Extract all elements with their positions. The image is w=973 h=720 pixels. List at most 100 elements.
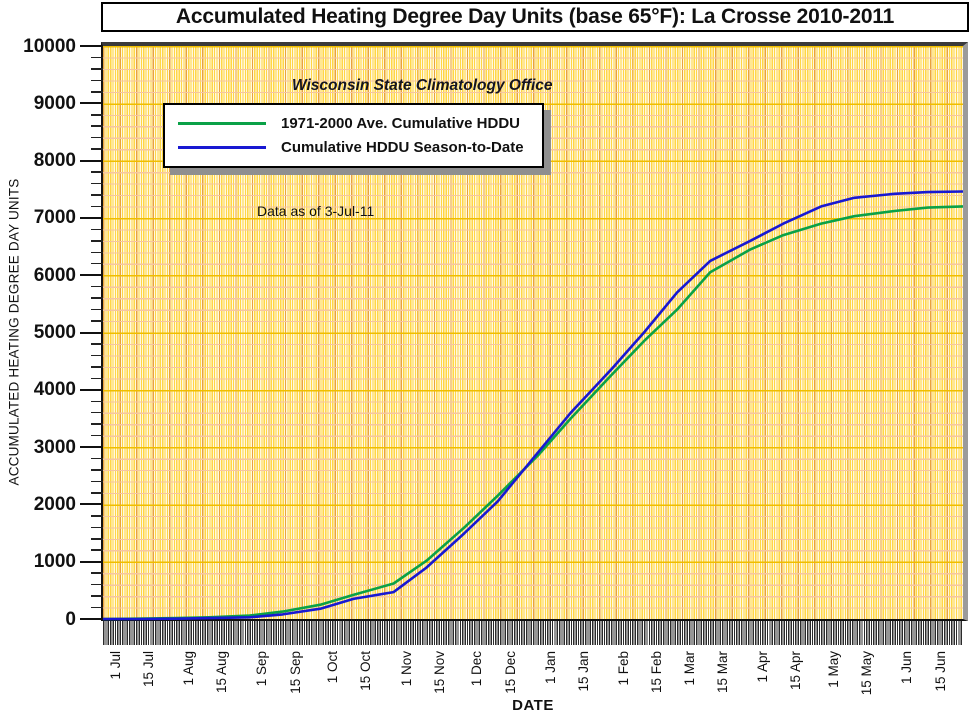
- y-minor-tick: [91, 606, 103, 609]
- x-tick-label: 1 Jun: [899, 651, 915, 685]
- y-tick-label: 10000: [23, 35, 76, 57]
- y-minor-tick: [91, 400, 103, 402]
- y-minor-tick: [91, 285, 103, 288]
- x-tick-label: 15 Jan: [575, 651, 591, 692]
- x-tick-label: 15 Jul: [141, 651, 157, 688]
- y-minor-tick: [91, 572, 103, 574]
- x-tick-label: 15 Mar: [715, 651, 731, 694]
- y-axis-ticks: [80, 45, 103, 621]
- y-axis-title: ACCUMULATED HEATING DEGREE DAY UNITS: [6, 178, 22, 486]
- x-tick-label: 1 Jan: [542, 651, 558, 685]
- y-tick-label: 5000: [33, 322, 76, 343]
- data-as-of-note: Data as of 3-Jul-11: [257, 203, 375, 219]
- x-tick-label: 15 Feb: [649, 651, 665, 694]
- x-tick-label: 1 May: [826, 651, 842, 688]
- y-minor-tick: [91, 68, 103, 70]
- y-tick-label: 9000: [33, 92, 76, 114]
- x-tick-label: 1 Jul: [108, 651, 123, 680]
- y-minor-tick: [91, 411, 103, 414]
- y-minor-tick: [91, 240, 103, 242]
- y-tick-label: 3000: [33, 436, 76, 458]
- x-tick-label: 1 Aug: [181, 651, 197, 686]
- y-minor-tick: [91, 366, 103, 368]
- x-tick-label: 15 May: [859, 651, 875, 696]
- average-line-swatch: [178, 122, 266, 125]
- x-tick-label: 1 Oct: [325, 651, 341, 684]
- y-minor-tick: [91, 308, 103, 311]
- x-tick-label: 1 Apr: [755, 651, 771, 683]
- y-axis-tick-labels: 0 1000 2000 3000 4000 5000 6000 7000 8000 9000 100…: [0, 37, 76, 629]
- y-minor-tick: [91, 583, 103, 586]
- y-major-tick: [80, 331, 103, 334]
- y-minor-tick: [91, 56, 103, 59]
- y-minor-tick: [91, 148, 103, 150]
- y-minor-tick: [91, 515, 103, 517]
- legend: 1971-2000 Ave. Cumulative HDDU Cumulativ…: [163, 103, 544, 168]
- x-axis-daily-tick-band: [103, 621, 963, 645]
- y-major-tick: [80, 446, 103, 449]
- x-tick-label: 15 Oct: [358, 651, 374, 691]
- x-tick-label: 1 Nov: [398, 651, 414, 687]
- x-tick-label: 15 Aug: [214, 651, 230, 694]
- y-minor-tick: [91, 457, 103, 460]
- y-minor-tick: [91, 251, 103, 254]
- y-minor-tick: [91, 194, 103, 196]
- legend-row-season: Cumulative HDDU Season-to-Date: [165, 139, 542, 156]
- y-minor-tick: [91, 125, 103, 127]
- x-tick-label: 15 Sep: [287, 651, 303, 694]
- series-line-cumulative-hddu-season-to-date: [103, 190, 964, 621]
- y-minor-tick: [91, 492, 103, 494]
- chart-title-box: Accumulated Heating Degree Day Units (ba…: [101, 2, 969, 32]
- y-minor-tick: [91, 205, 103, 208]
- y-minor-tick: [91, 480, 103, 483]
- y-minor-tick: [91, 377, 103, 380]
- x-tick-label: 1 Dec: [469, 651, 485, 687]
- y-major-tick: [80, 503, 103, 506]
- y-minor-tick: [91, 549, 103, 551]
- y-minor-tick: [91, 91, 103, 93]
- y-minor-tick: [91, 262, 103, 265]
- y-tick-label: 2000: [33, 493, 76, 515]
- y-tick-label: 8000: [33, 150, 76, 172]
- y-minor-tick: [91, 526, 103, 529]
- y-minor-tick: [91, 538, 103, 540]
- y-minor-tick: [91, 423, 103, 425]
- y-tick-label: 4000: [33, 379, 76, 401]
- x-tick-label: 1 Sep: [254, 651, 270, 687]
- y-minor-tick: [91, 228, 103, 231]
- x-axis-tick-labels: 1 Jul 15 Jul 1 Aug 15 Aug 1 Sep 15 Sep 1 Oct 15…: [103, 651, 963, 697]
- y-minor-tick: [91, 79, 103, 82]
- x-tick-label: 1 Mar: [682, 651, 698, 686]
- x-tick-label: 15 Apr: [788, 651, 804, 691]
- season-line-swatch: [178, 146, 266, 149]
- y-minor-tick: [91, 182, 103, 185]
- y-major-tick: [80, 45, 103, 47]
- y-minor-tick: [91, 434, 103, 437]
- y-minor-tick: [91, 171, 103, 173]
- y-minor-tick: [91, 114, 103, 116]
- climatology-office-note: Wisconsin State Climatology Office: [292, 77, 553, 94]
- x-axis-title: DATE: [512, 697, 554, 714]
- y-tick-label: 0: [65, 608, 76, 630]
- x-tick-label: 1 Feb: [615, 651, 631, 686]
- y-minor-tick: [91, 469, 103, 471]
- chart-title: Accumulated Heating Degree Day Units (ba…: [175, 5, 895, 28]
- y-minor-tick: [91, 595, 103, 597]
- x-tick-label: 15 Jun: [932, 651, 948, 692]
- y-minor-tick: [91, 297, 103, 299]
- y-tick-label: 1000: [33, 551, 76, 573]
- y-major-tick: [80, 560, 103, 563]
- legend-row-average: 1971-2000 Ave. Cumulative HDDU: [165, 115, 542, 132]
- y-minor-tick: [91, 136, 103, 139]
- x-tick-label: 15 Dec: [502, 651, 518, 694]
- y-major-tick: [80, 388, 103, 391]
- y-major-tick: [80, 274, 103, 277]
- y-tick-label: 6000: [33, 264, 76, 286]
- y-tick-label: 7000: [33, 207, 76, 229]
- y-major-tick: [80, 216, 103, 219]
- legend-label-average: 1971-2000 Ave. Cumulative HDDU: [281, 115, 520, 132]
- y-minor-tick: [91, 320, 103, 322]
- y-minor-tick: [91, 343, 103, 345]
- data-curves: [102, 190, 964, 621]
